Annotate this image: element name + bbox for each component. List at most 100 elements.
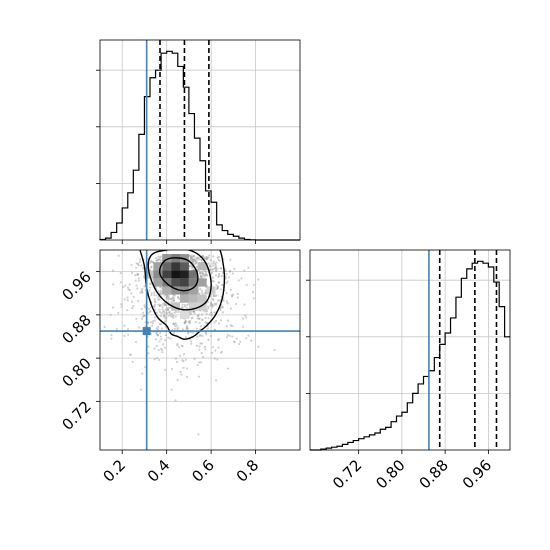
scatter-point bbox=[221, 311, 225, 314]
scatter-point bbox=[167, 300, 170, 304]
scatter-point bbox=[180, 306, 184, 309]
density-cell bbox=[162, 262, 172, 271]
scatter-point bbox=[189, 256, 193, 259]
scatter-point bbox=[109, 313, 112, 316]
scatter-point bbox=[217, 346, 220, 349]
scatter-point bbox=[191, 258, 194, 261]
x-tick-label: 0.4 bbox=[144, 456, 174, 486]
scatter-point bbox=[210, 303, 214, 306]
scatter-point bbox=[214, 274, 218, 277]
scatter-point bbox=[112, 283, 115, 286]
scatter-point bbox=[214, 349, 217, 352]
panel-frame bbox=[99, 249, 301, 451]
scatter-point bbox=[197, 313, 200, 316]
scatter-point bbox=[143, 314, 146, 317]
scatter-point bbox=[192, 331, 195, 334]
scatter-point bbox=[188, 255, 191, 258]
scatter-point bbox=[155, 256, 158, 260]
scatter-point bbox=[111, 269, 114, 272]
scatter-point bbox=[189, 257, 193, 261]
scatter-point bbox=[154, 338, 158, 341]
scatter-point bbox=[198, 271, 202, 275]
scatter-point bbox=[136, 287, 139, 290]
scatter-point bbox=[164, 314, 167, 318]
scatter-point bbox=[198, 375, 201, 378]
scatter-point bbox=[196, 256, 199, 259]
scatter-point bbox=[164, 303, 167, 307]
contour-line bbox=[158, 257, 199, 292]
scatter-point bbox=[185, 336, 188, 339]
scatter-point bbox=[174, 357, 178, 360]
scatter-point bbox=[215, 268, 218, 272]
density-cell bbox=[180, 254, 189, 263]
scatter-point bbox=[157, 348, 160, 352]
scatter-point bbox=[217, 338, 220, 341]
scatter-point bbox=[205, 312, 208, 315]
scatter-point bbox=[231, 295, 234, 298]
scatter-point bbox=[159, 292, 162, 295]
scatter-point bbox=[205, 256, 208, 259]
scatter-point bbox=[216, 285, 220, 288]
scatter-point bbox=[196, 335, 199, 338]
scatter-point bbox=[196, 317, 199, 320]
scatter-point bbox=[231, 335, 234, 338]
scatter-point bbox=[169, 313, 172, 316]
scatter-point bbox=[126, 286, 130, 289]
scatter-point bbox=[165, 296, 168, 299]
scatter-point bbox=[201, 273, 204, 276]
scatter-point bbox=[226, 333, 229, 337]
scatter-point bbox=[195, 261, 198, 265]
scatter-point bbox=[245, 316, 248, 319]
truth-marker bbox=[142, 327, 151, 336]
scatter-point bbox=[110, 334, 113, 337]
scatter-point bbox=[202, 274, 206, 277]
scatter-point bbox=[172, 297, 176, 300]
scatter-point bbox=[95, 265, 97, 267]
scatter-point bbox=[221, 306, 224, 309]
density-cell bbox=[153, 278, 163, 287]
scatter-point bbox=[227, 276, 231, 279]
scatter-point bbox=[155, 345, 158, 348]
scatter-point bbox=[185, 327, 189, 330]
scatter-point bbox=[212, 268, 215, 271]
scatter-point bbox=[170, 297, 173, 301]
scatter-point bbox=[141, 287, 144, 290]
scatter-point bbox=[163, 294, 166, 297]
scatter-point bbox=[126, 308, 129, 312]
scatter-point bbox=[213, 321, 216, 324]
scatter-point bbox=[111, 306, 115, 309]
scatter-point bbox=[147, 308, 151, 311]
density-cell bbox=[162, 278, 172, 287]
scatter-point bbox=[160, 338, 163, 341]
scatter-point bbox=[179, 370, 182, 374]
scatter-point bbox=[225, 336, 229, 339]
scatter-point bbox=[214, 294, 217, 298]
scatter-point bbox=[230, 294, 233, 297]
scatter-point bbox=[119, 281, 122, 284]
scatter-point bbox=[131, 271, 134, 274]
scatter-point bbox=[140, 388, 143, 391]
density-cell bbox=[188, 270, 198, 279]
scatter-point bbox=[140, 307, 143, 310]
scatter-point bbox=[170, 300, 173, 303]
scatter-point bbox=[245, 283, 248, 286]
scatter-point bbox=[257, 278, 260, 281]
scatter-point bbox=[229, 307, 233, 310]
scatter-point bbox=[203, 345, 207, 349]
scatter-point bbox=[204, 292, 207, 295]
scatter-point bbox=[153, 319, 156, 322]
scatter-point bbox=[207, 300, 210, 303]
scatter-point bbox=[148, 310, 151, 314]
scatter-point bbox=[204, 292, 207, 295]
scatter-point bbox=[211, 268, 214, 271]
scatter-point bbox=[176, 342, 179, 346]
scatter-point bbox=[205, 256, 208, 260]
scatter-point bbox=[137, 279, 140, 282]
scatter-point bbox=[201, 334, 204, 338]
scatter-point bbox=[200, 271, 203, 274]
panel-frame bbox=[309, 249, 511, 451]
scatter-point bbox=[206, 258, 209, 261]
scatter-point bbox=[233, 267, 236, 271]
scatter-point bbox=[197, 257, 200, 260]
scatter-point bbox=[190, 256, 193, 259]
